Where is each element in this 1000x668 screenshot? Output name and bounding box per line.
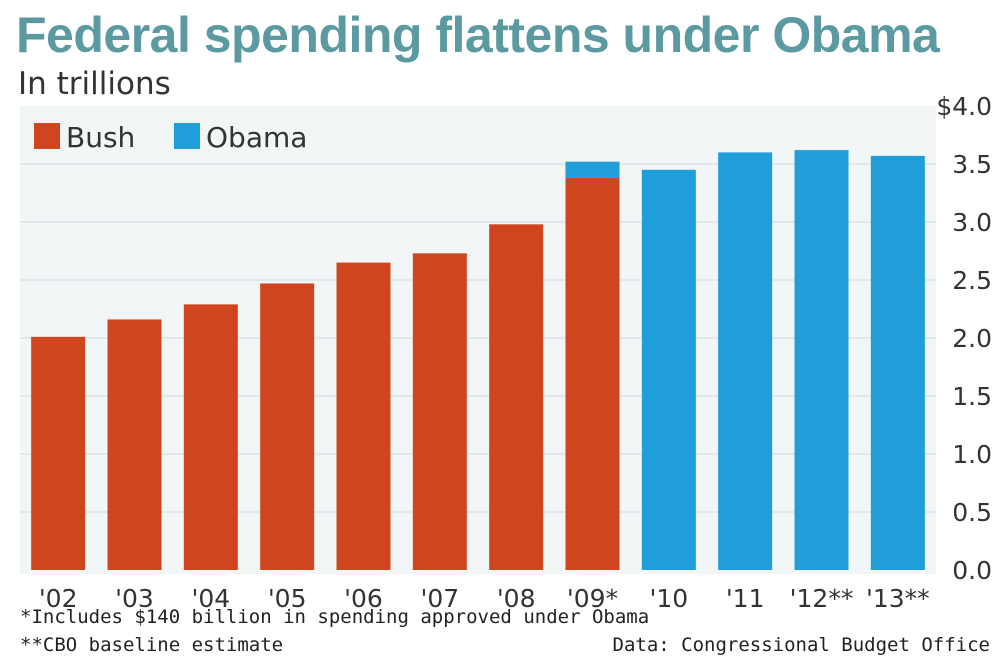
- footnote-1: *Includes $140 billion in spending appro…: [20, 606, 650, 628]
- x-tick-label: '09*: [567, 584, 618, 613]
- plot-area: [20, 106, 936, 574]
- bar-bush: [31, 336, 86, 570]
- footnote-2: **CBO baseline estimate: [20, 634, 284, 656]
- legend-label-bush: Bush: [66, 121, 135, 154]
- x-tick-label: '10: [649, 584, 688, 613]
- bar-obama: [718, 152, 773, 570]
- legend-swatch-obama: [174, 123, 200, 149]
- x-tick-label: '07: [420, 584, 459, 613]
- bar-obama: [565, 161, 620, 178]
- x-tick-label: '12**: [790, 584, 854, 613]
- bar-bush: [336, 262, 391, 570]
- source-note: Data: Congressional Budget Office: [612, 634, 991, 656]
- x-tick-label: '11: [726, 584, 765, 613]
- y-tick-label: 2.5: [952, 266, 992, 295]
- legend: Bush Obama: [34, 121, 307, 154]
- x-tick-label: '04: [191, 584, 230, 613]
- bar-obama: [641, 169, 696, 571]
- bar-bush: [565, 177, 620, 571]
- legend-swatch-bush: [34, 123, 60, 149]
- bar-bush: [107, 319, 162, 570]
- bar-bush: [489, 224, 544, 570]
- grid-lines: [20, 163, 936, 513]
- bar-bush: [183, 304, 238, 570]
- bar-obama: [870, 155, 925, 570]
- chart-subtitle: In trillions: [18, 66, 171, 102]
- y-tick-label: 3.5: [952, 150, 992, 179]
- x-tick-label: '03: [115, 584, 154, 613]
- y-tick-label: 0.5: [952, 498, 992, 527]
- y-tick-label: 2.0: [952, 324, 992, 353]
- x-tick-label: '08: [497, 584, 536, 613]
- x-tick-label: '02: [39, 584, 78, 613]
- bar-bush: [412, 253, 467, 570]
- y-tick-label: $4.0: [936, 92, 992, 121]
- y-axis-ticks: 0.0 0.5 1.0 1.5 2.0 2.5 3.0 3.5 $4.0: [936, 92, 992, 585]
- chart-title: Federal spending flattens under Obama: [16, 7, 940, 63]
- legend-label-obama: Obama: [206, 121, 307, 154]
- bar-obama: [794, 150, 849, 570]
- x-tick-label: '13**: [866, 584, 930, 613]
- x-tick-label: '05: [268, 584, 307, 613]
- bars: [31, 150, 925, 571]
- bar-bush: [260, 283, 315, 570]
- y-tick-label: 0.0: [952, 556, 992, 585]
- y-tick-label: 3.0: [952, 208, 992, 237]
- x-axis-ticks: '02 '03 '04 '05 '06 '07 '08 '09* '10 '11 '12** '13*…: [39, 584, 930, 613]
- y-tick-label: 1.5: [952, 382, 992, 411]
- y-tick-label: 1.0: [952, 440, 992, 469]
- x-tick-label: '06: [344, 584, 383, 613]
